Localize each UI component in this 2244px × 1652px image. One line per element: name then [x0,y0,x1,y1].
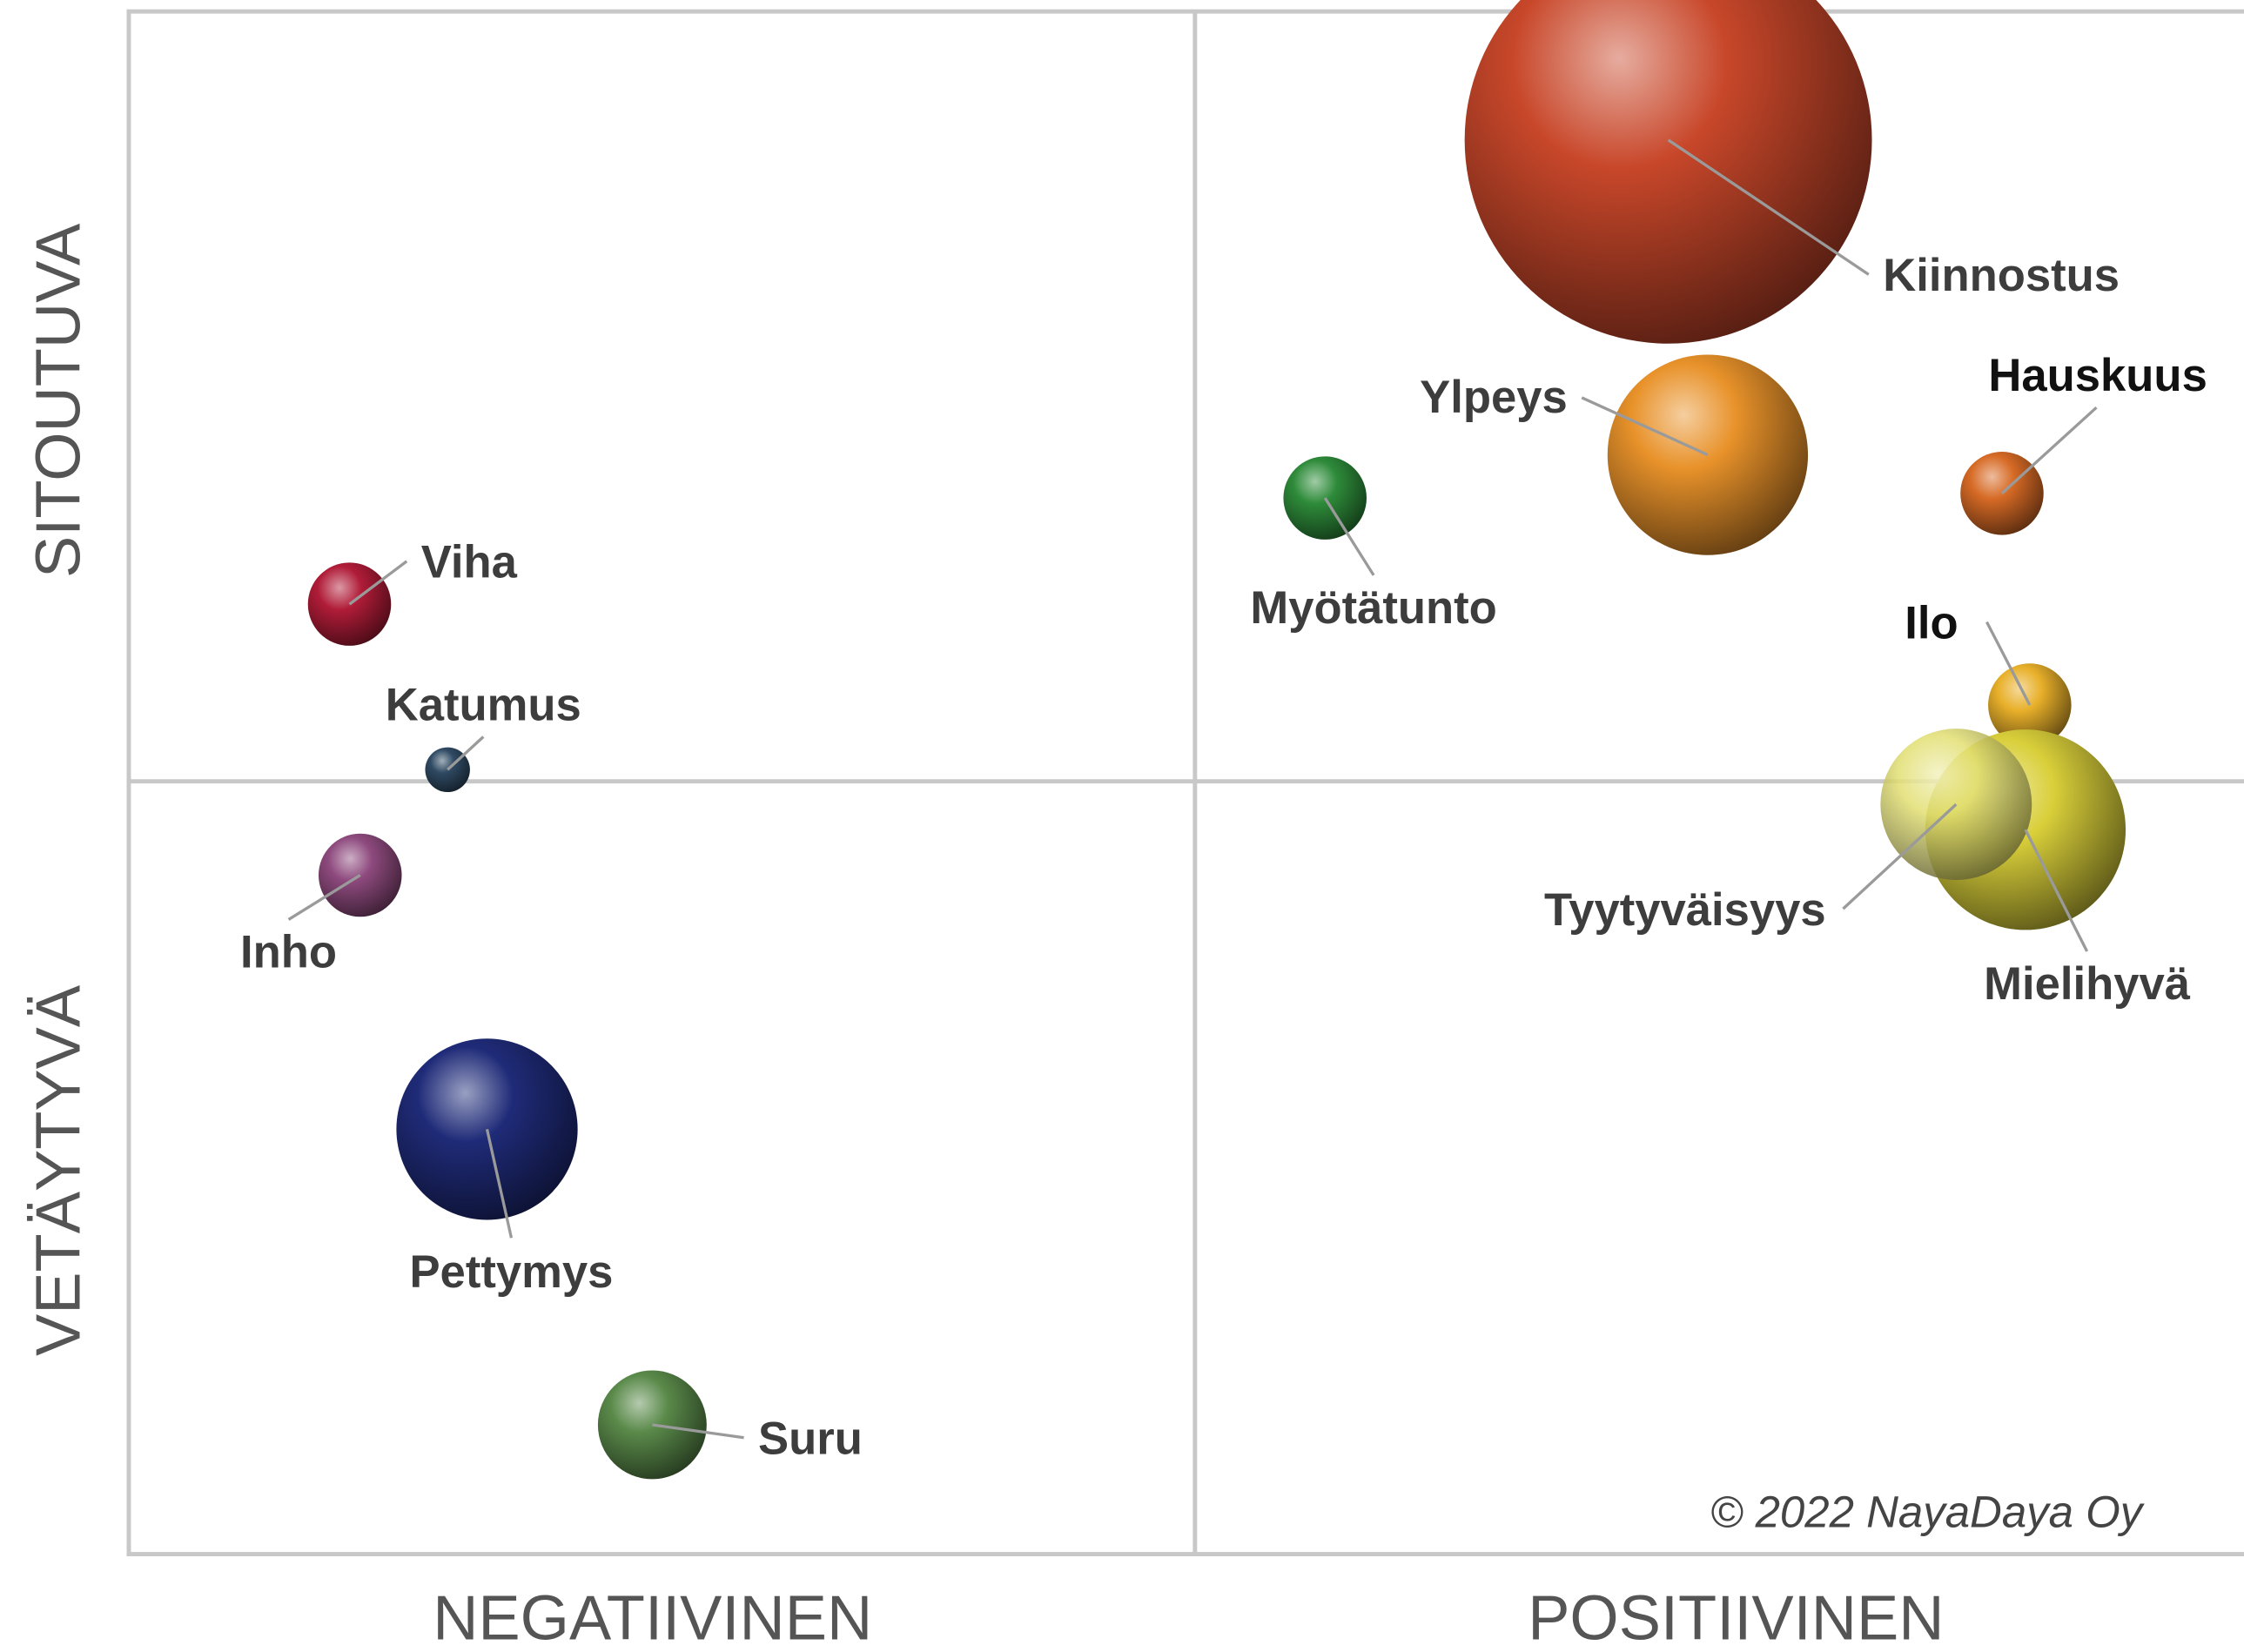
x-axis-label: POSITIIVINEN [1528,1584,1944,1652]
bubble-label: Viha [421,537,518,588]
y-axis-label: SITOUTUVA [24,223,93,578]
leader-line [1667,138,1870,276]
leader-line [1985,621,2032,706]
bubble-label: Pettymys [409,1246,613,1298]
leader-line [447,735,485,771]
copyright: © 2022 NayaDaya Oy [1710,1487,2146,1537]
bubble-label: Katumus [386,680,581,731]
bubble-label: Hauskuus [1988,350,2207,401]
bubble [1464,0,1872,344]
leader-line [1323,497,1375,576]
bubble [1880,729,2032,881]
x-axis-label: NEGATIIVINEN [433,1584,872,1652]
leader-line [2000,406,2098,495]
leader-line [1842,802,1958,910]
y-axis-label: VETÄYTYVÄ [24,984,93,1356]
bubble-label: Inho [240,926,337,977]
bubble-label: Suru [758,1414,863,1465]
leader-line [1581,396,1709,457]
bubble [318,833,402,917]
bubble-label: Mielihyvä [1984,958,2191,1010]
bubble-label: Tyytyväisyys [1544,884,1826,936]
leader-line [485,1128,514,1239]
bubble-label: Ylpeys [1420,372,1568,423]
leader-line [287,874,361,921]
bubble [1960,452,2044,535]
leader-line [2024,829,2089,952]
leader-line [348,560,408,606]
bubble-label: Myötätunto [1250,582,1496,634]
bubble-label: Kiinnostus [1883,250,2120,301]
bubble [597,1370,707,1480]
leader-line [652,1423,744,1440]
bubble [396,1038,578,1220]
bubble-label: Ilo [1905,597,1958,648]
